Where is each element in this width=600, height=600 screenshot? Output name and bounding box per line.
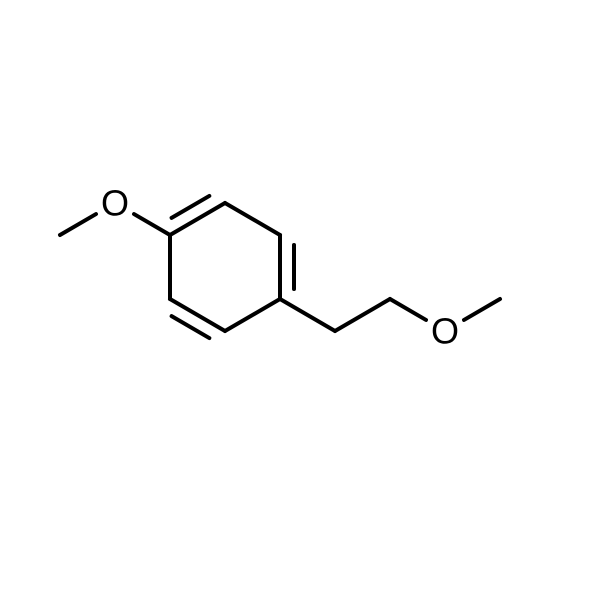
bond-C_ch2-O2 — [390, 299, 426, 320]
bond-C4-C5 — [225, 299, 280, 331]
bond-C1-C2 — [170, 203, 225, 235]
bond-C4-C_ch1 — [280, 299, 335, 331]
bond-O1-C1 — [134, 214, 170, 235]
bond-C5-C6 — [170, 299, 225, 331]
atom-label-O1: O — [101, 183, 129, 224]
atom-label-O2: O — [431, 311, 459, 352]
bond-C_ch1-C_ch2 — [335, 299, 390, 331]
bond-O2-C_me2 — [464, 299, 500, 320]
bond-C2-C3 — [225, 203, 280, 235]
bond-C_me1-O1 — [60, 214, 96, 235]
molecule-diagram: OO — [0, 0, 600, 600]
